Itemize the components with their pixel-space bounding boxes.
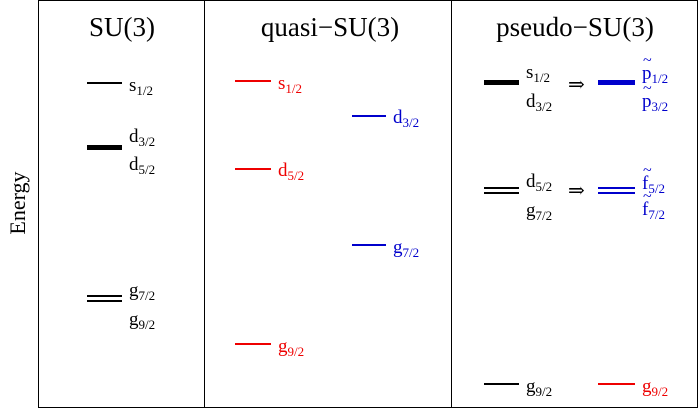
level-d-g-upper xyxy=(484,187,519,189)
label-f52: ~ f5/2 xyxy=(642,162,665,196)
label-f72: ~ f7/2 xyxy=(642,188,665,222)
panel-divider-1 xyxy=(204,0,205,408)
panel-title-quasi-su3: quasi−SU(3) xyxy=(260,12,400,42)
diagram-frame xyxy=(38,0,698,408)
label-d52: d5/2 xyxy=(129,154,156,177)
label-g72-blue: g7/2 xyxy=(393,237,420,260)
label-s12-red: s1/2 xyxy=(278,73,303,96)
level-d-g-lower xyxy=(484,192,519,194)
arrow-icon-lower: ⇒ xyxy=(568,180,585,202)
panel-divider-2 xyxy=(451,0,452,408)
level-g72-blue xyxy=(352,244,386,246)
label-pseudo-s12: s1/2 xyxy=(526,62,551,85)
level-f-upper-blue xyxy=(598,187,635,189)
level-g92-red-right xyxy=(598,383,635,385)
level-g-lower xyxy=(87,300,122,302)
level-g92-red xyxy=(235,343,271,345)
label-g92-red-right: g9/2 xyxy=(642,376,669,399)
level-d-doublet xyxy=(87,145,122,150)
label-d32-blue: d3/2 xyxy=(393,107,420,130)
panel-title-su3: SU(3) xyxy=(89,12,155,42)
label-p12: ~ p1/2 xyxy=(642,52,669,86)
level-s12 xyxy=(87,82,122,84)
arrow-icon-upper: ⇒ xyxy=(568,74,585,96)
level-g-upper xyxy=(87,295,122,297)
label-g92-red: g9/2 xyxy=(278,336,305,359)
label-d32: d3/2 xyxy=(129,126,156,149)
level-f-lower-blue xyxy=(598,192,635,194)
label-p32: ~ p3/2 xyxy=(642,80,669,114)
label-s12: s1/2 xyxy=(129,75,154,98)
level-s-d-doublet xyxy=(484,80,519,85)
level-p-doublet-blue xyxy=(598,80,635,85)
y-axis-label: Energy xyxy=(5,171,30,235)
level-s12-red xyxy=(235,80,271,82)
label-pseudo-g72: g7/2 xyxy=(526,200,553,223)
level-d32-blue xyxy=(352,115,386,117)
label-d52-red: d5/2 xyxy=(278,160,305,183)
level-g92-black xyxy=(484,383,519,385)
level-d52-red xyxy=(235,168,271,170)
panel-title-pseudo-su3: pseudo−SU(3) xyxy=(496,12,654,42)
label-pseudo-d52: d5/2 xyxy=(526,171,553,194)
label-pseudo-d32: d3/2 xyxy=(526,91,553,114)
label-g92: g9/2 xyxy=(129,309,156,332)
label-pseudo-g92: g9/2 xyxy=(526,376,553,399)
label-g72: g7/2 xyxy=(129,280,156,303)
